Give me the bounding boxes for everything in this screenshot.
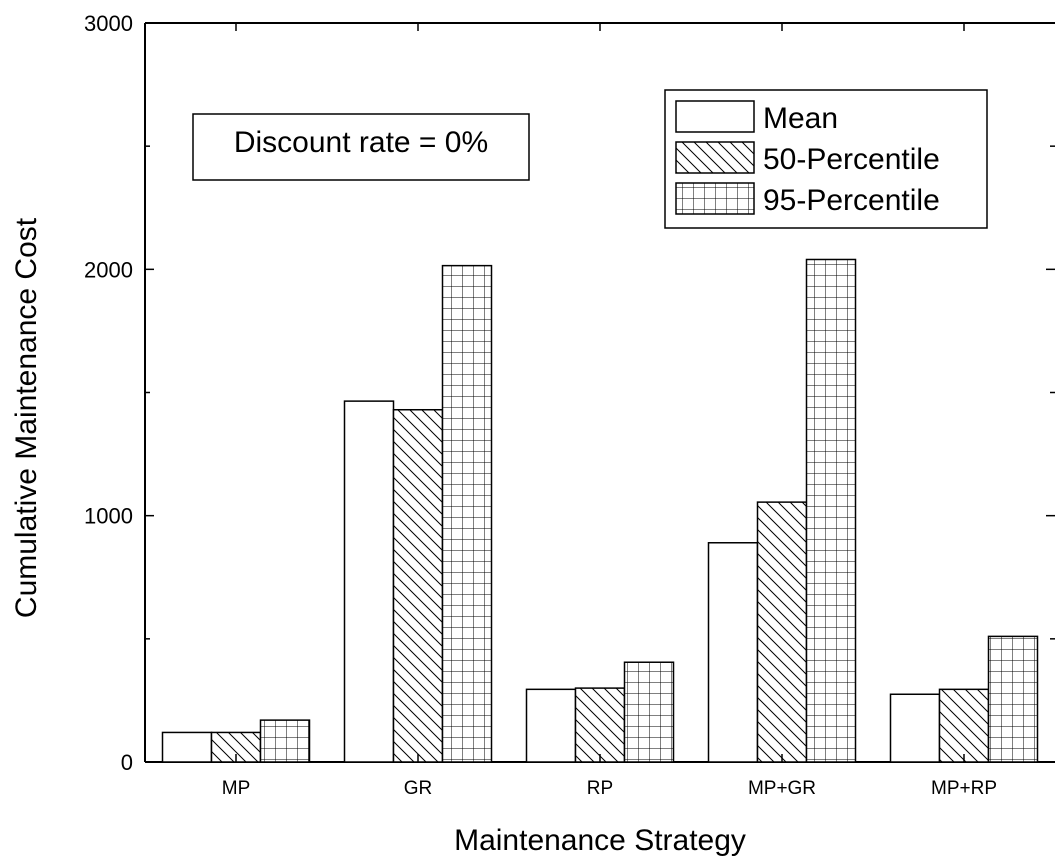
x-tick-label: MP+RP <box>931 778 997 799</box>
legend-swatch <box>675 141 755 174</box>
bar-3 <box>441 264 493 763</box>
legend-label: 95-Percentile <box>763 184 940 217</box>
x-tick-label: MP <box>222 778 251 799</box>
bar-3 <box>623 661 675 763</box>
bars <box>161 258 1039 763</box>
y-tick-label: 3000 <box>84 11 133 36</box>
bar-2 <box>756 501 808 763</box>
x-axis: MP GR RP MP+GR MP+RP <box>222 23 997 799</box>
legend-label: Mean <box>763 102 838 135</box>
y-tick-label: 1000 <box>84 504 133 529</box>
bar-3 <box>805 258 857 763</box>
bar-3 <box>987 635 1039 763</box>
bar-1 <box>525 688 577 763</box>
bar-3 <box>259 719 311 763</box>
y-axis-title: Cumulative Maintenance Cost <box>10 217 43 618</box>
bar-1 <box>343 400 395 763</box>
legend: Mean 50-Percentile 95-Percentile <box>664 89 988 229</box>
legend-swatch <box>675 182 755 215</box>
annotation-text: Discount rate = 0% <box>234 126 488 159</box>
bar-1 <box>161 731 213 763</box>
bar-2 <box>392 408 444 763</box>
legend-swatch <box>675 100 755 133</box>
y-tick-label: 0 <box>121 750 133 775</box>
x-tick-label: GR <box>404 778 433 799</box>
y-tick-label: 2000 <box>84 257 133 282</box>
y-axis: 0 1000 2000 3000 <box>84 11 1055 775</box>
bar-1 <box>707 542 759 763</box>
bar-2 <box>938 688 990 763</box>
legend-label: 50-Percentile <box>763 143 940 176</box>
x-axis-title: Maintenance Strategy <box>454 824 746 857</box>
x-tick-label: MP+GR <box>748 778 816 799</box>
bar-2 <box>574 687 626 763</box>
annotation-box: Discount rate = 0% <box>192 113 530 181</box>
x-tick-label: RP <box>587 778 613 799</box>
bar-1 <box>889 693 941 763</box>
